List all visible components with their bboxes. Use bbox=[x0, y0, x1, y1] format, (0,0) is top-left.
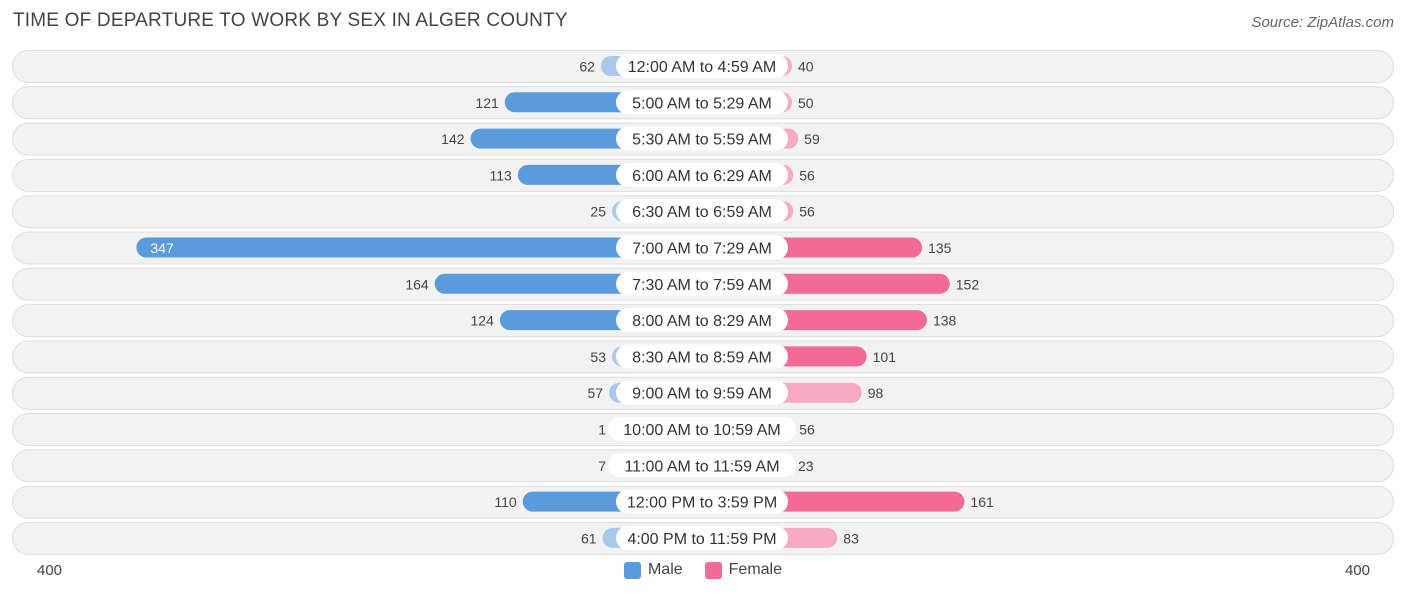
category-label: 11:00 AM to 11:59 AM bbox=[624, 458, 779, 475]
legend-item-male[interactable]: Male bbox=[623, 561, 683, 579]
female-value-label: 152 bbox=[956, 276, 980, 292]
female-value-label: 101 bbox=[873, 349, 897, 365]
category-label: 8:00 AM to 8:29 AM bbox=[632, 313, 772, 330]
category-label: 7:30 AM to 7:59 AM bbox=[632, 277, 772, 294]
category-label-bg bbox=[616, 162, 788, 187]
female-value-label: 23 bbox=[798, 458, 814, 474]
category-label-bg bbox=[616, 380, 788, 405]
female-value-label: 83 bbox=[843, 530, 859, 546]
legend-female-label: Female bbox=[728, 561, 783, 578]
chart-title: TIME OF DEPARTURE TO WORK BY SEX IN ALGE… bbox=[13, 10, 568, 31]
female-swatch bbox=[704, 561, 722, 579]
female-value-label: 161 bbox=[970, 494, 994, 510]
female-value-label: 56 bbox=[799, 204, 815, 220]
male-value-label: 25 bbox=[590, 204, 606, 220]
male-value-label: 1 bbox=[598, 422, 606, 438]
male-value-label: 121 bbox=[475, 95, 499, 111]
male-swatch bbox=[623, 561, 641, 579]
category-label: 6:30 AM to 6:59 AM bbox=[632, 204, 772, 221]
category-label-bg bbox=[616, 344, 788, 369]
male-value-label: 113 bbox=[489, 167, 512, 183]
category-label: 7:00 AM to 7:29 AM bbox=[632, 241, 772, 258]
male-value-label: 53 bbox=[590, 349, 606, 365]
category-label: 5:00 AM to 5:29 AM bbox=[632, 95, 772, 112]
male-value-label: 347 bbox=[150, 240, 174, 256]
source-label[interactable]: Source: ZipAtlas.com bbox=[1251, 14, 1394, 31]
category-label-bg bbox=[616, 54, 788, 78]
male-bar bbox=[136, 237, 702, 258]
female-value-label: 98 bbox=[868, 385, 884, 401]
category-label-bg bbox=[616, 271, 788, 296]
category-label: 10:00 AM to 10:59 AM bbox=[623, 422, 780, 439]
category-label: 12:00 PM to 3:59 PM bbox=[627, 495, 777, 512]
category-label: 8:30 AM to 8:59 AM bbox=[632, 349, 772, 366]
category-label-bg bbox=[608, 453, 796, 478]
category-label-bg bbox=[616, 199, 788, 224]
category-label: 4:00 PM to 11:59 PM bbox=[627, 531, 776, 548]
category-label-bg bbox=[608, 417, 796, 441]
male-value-label: 110 bbox=[494, 494, 517, 510]
male-value-label: 124 bbox=[471, 313, 495, 329]
category-label: 9:00 AM to 9:59 AM bbox=[632, 386, 772, 403]
chart-area: 12:00 AM to 4:59 AM 62 40 5:00 AM to 5:29 A… bbox=[12, 50, 1394, 555]
category-label-bg bbox=[616, 126, 788, 151]
male-value-label: 7 bbox=[598, 458, 606, 474]
female-value-label: 40 bbox=[798, 59, 814, 75]
category-label-bg bbox=[616, 525, 788, 550]
category-label-bg bbox=[616, 489, 788, 514]
male-value-label: 61 bbox=[581, 530, 597, 546]
legend-male-label: Male bbox=[647, 561, 683, 578]
female-value-label: 56 bbox=[799, 422, 815, 438]
legend-item-female[interactable]: Female bbox=[704, 561, 783, 579]
female-value-label: 135 bbox=[928, 240, 952, 256]
male-value-label: 62 bbox=[579, 59, 595, 75]
legend: Male Female bbox=[0, 561, 1406, 579]
female-value-label: 59 bbox=[804, 131, 820, 147]
axis-right-label: 400 bbox=[1344, 562, 1370, 579]
category-label: 12:00 AM to 4:59 AM bbox=[628, 59, 777, 76]
male-value-label: 142 bbox=[441, 131, 465, 147]
female-value-label: 50 bbox=[798, 95, 814, 111]
category-label-bg bbox=[616, 235, 788, 260]
category-label-bg bbox=[616, 308, 788, 333]
category-label: 5:30 AM to 5:59 AM bbox=[632, 132, 772, 149]
category-label-bg bbox=[616, 90, 788, 115]
female-value-label: 138 bbox=[933, 313, 957, 329]
male-value-label: 57 bbox=[588, 385, 604, 401]
axis-left-label: 400 bbox=[37, 562, 63, 579]
female-value-label: 56 bbox=[799, 167, 815, 183]
category-label: 6:00 AM to 6:29 AM bbox=[632, 168, 772, 185]
male-value-label: 164 bbox=[405, 276, 429, 292]
